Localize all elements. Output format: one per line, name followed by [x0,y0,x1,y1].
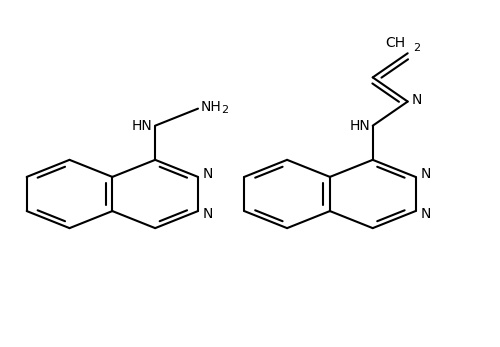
Text: N: N [203,167,213,181]
Text: N: N [412,93,422,107]
Text: HN: HN [132,119,152,133]
Text: 2: 2 [221,105,228,115]
Text: 2: 2 [412,43,420,53]
Text: HN: HN [350,119,370,133]
Text: CH: CH [385,36,405,50]
Text: NH: NH [200,100,221,114]
Text: N: N [420,207,431,221]
Text: N: N [203,207,213,221]
Text: N: N [420,167,431,181]
